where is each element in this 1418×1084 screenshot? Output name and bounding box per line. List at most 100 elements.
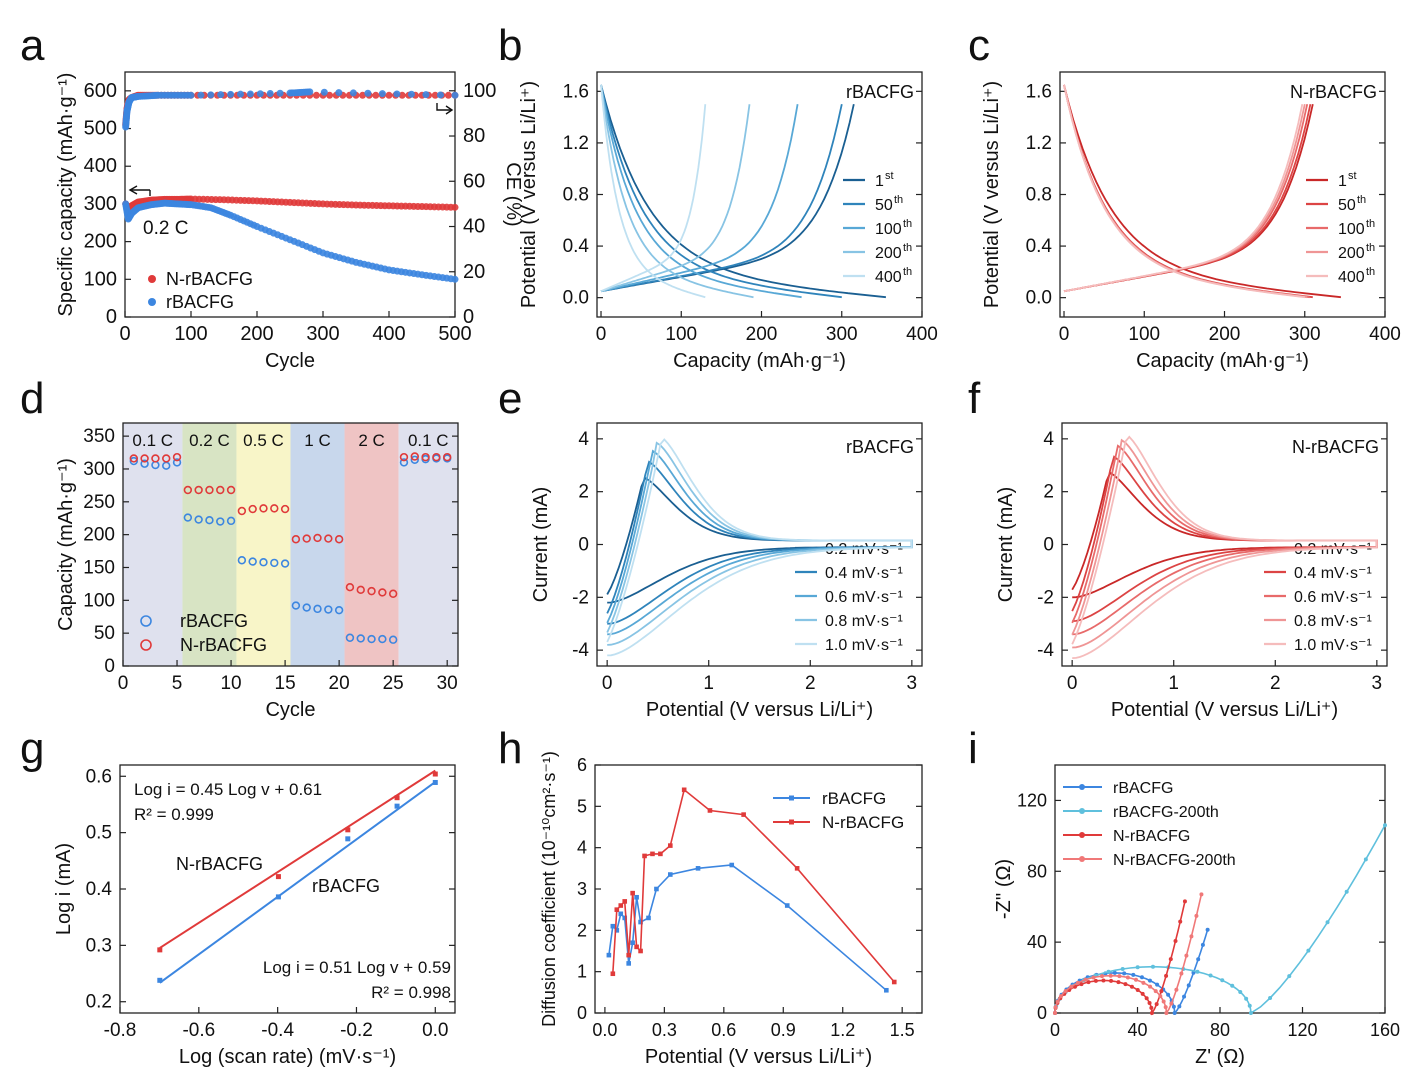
y-axis-label: Potential (V versus Li/Li⁺) [981,81,1003,308]
data-point [1158,994,1163,999]
legend-sup: st [885,170,894,182]
data-point [1247,1003,1252,1008]
data-point-n-rbacfg [275,874,281,880]
fit-equation-red: Log i = 0.45 Log v + 0.61 [134,780,322,799]
data-point-n-rbacfg [630,890,635,896]
y-tick-label: 50 [94,623,115,644]
y-tick-label: 4 [1043,429,1054,450]
data-point-ce-ce-rbacfg [349,89,357,97]
y-tick-label: 2 [1043,482,1054,503]
data-point [1083,977,1088,982]
panel-letter-i: i [968,724,978,773]
y-tick-label: 0 [1037,1003,1047,1023]
y-tick-label: 0.4 [1026,236,1053,257]
data-point-rbacfg [610,923,616,929]
data-point-rbacfg [606,952,612,958]
x-tick-label: 400 [372,323,405,345]
y-tick-label: 150 [83,557,115,578]
x-tick-label: 0.0 [422,1020,448,1041]
data-point [1155,982,1160,987]
y-tick-label: -4 [572,640,589,661]
x-tick-label: 40 [1127,1020,1147,1040]
data-point-rbacfg [622,915,628,921]
legend-marker [789,819,794,825]
legend-label: 1 [875,173,884,190]
x-tick-label: 1 [703,673,714,694]
data-point [1195,969,1200,974]
data-point-n-rbacfg [280,504,290,514]
data-point [1194,913,1199,918]
data-point-n-rbacfg [399,452,409,462]
x-tick-label: 2 [805,673,816,694]
data-point [1174,987,1179,992]
panel-h: 0.0 0.3 0.6 0.9 1.2 1.5 0 1 2 3 4 5 6 Potential (V ve… [539,751,923,1068]
y-axis-label: Log i (mA) [53,843,75,935]
panel-d: 0 5 10 15 20 25 30050100150200250300350CycleCa… [55,422,459,721]
y-tick-label: 400 [84,155,117,177]
y-tick-label: 0 [577,1003,587,1023]
panel-letter-a: a [20,21,45,70]
charge-curve-400 [1063,104,1304,293]
x-tick-label: 100 [1128,324,1160,345]
rate-band [236,423,291,666]
panel-e: 0 1 2 3 -4 -2 0 2 4 Potential (V versus Li/Li⁺) Cu… [530,422,923,721]
x-tick-label: 0 [1059,324,1070,345]
y-tick-label: 100 [84,268,117,290]
data-point-ce-ce-rbacfg [407,90,415,98]
data-point-ce-ce-rbacfg [207,91,215,99]
legend-label: 0.6 mV·s⁻¹ [825,589,903,606]
y-tick-label: 500 [84,118,117,140]
data-point [1189,934,1194,939]
discharge-curve-1 [1063,84,1341,299]
plot-frame-a [124,71,456,318]
data-point-rbacfg [194,515,203,524]
data-point [1163,1005,1168,1010]
data-point-ce-ce-n-rbacfg [444,91,452,99]
data-point [1172,1011,1177,1015]
data-point-rbacfg [638,919,643,925]
legend-marker-rbacfg [148,298,156,306]
data-point-ce-ce-n-rbacfg [372,91,380,99]
data-point [1112,970,1117,975]
data-point-n-rbacfg [650,851,655,857]
x-tick-label: 3 [907,673,918,694]
data-point-n-rbacfg [302,534,311,543]
data-point-rbacfg [654,886,659,892]
y-tick-label: 0.3 [86,935,112,956]
data-point-n-rbacfg [432,771,438,777]
data-point [1069,984,1074,989]
data-point [1106,969,1111,974]
series-line-rbacfg [608,864,887,991]
data-point [1139,975,1144,980]
data-point [1184,953,1189,958]
data-point-n-rbacfg [388,589,398,598]
data-point-ce-ce-n-rbacfg [385,91,393,99]
data-point-n-rbacfg [610,971,616,977]
x-axis-label: Z' (Ω) [1195,1046,1245,1068]
rate-band-label: 2 C [358,431,384,450]
data-point-n-rbacfg [410,452,419,461]
y-axis-label: -Z'' (Ω) [993,859,1015,919]
right-arrow-head-icon [445,105,454,115]
data-point-n-rbacfg [642,853,647,859]
data-point [1159,989,1164,994]
legend-sup: th [1357,194,1366,206]
x-axis-label: Capacity (mAh·g⁻¹) [1136,350,1309,372]
data-point-n-rbacfg [614,907,620,912]
y-tick-label: 0.6 [86,766,112,787]
y-tick-label: 0.2 [86,992,112,1013]
rate-band [182,423,237,666]
data-point [1166,992,1171,997]
data-point-ce-ce-rbacfg [266,89,274,97]
x-tick-label: 200 [240,323,273,345]
data-point [1168,957,1173,962]
x-tick-label: 100 [174,323,207,345]
legend-marker [140,639,152,651]
legend-label: 1 [1338,173,1347,190]
panel-letter-h: h [498,724,522,773]
x-tick-label: 0 [602,673,613,694]
legend-label: 0.4 mV·s⁻¹ [1294,565,1372,582]
legend-label: N-rBACFG [180,635,267,655]
data-point-rbacfg [270,558,279,568]
x-tick-label: 20 [329,673,350,694]
